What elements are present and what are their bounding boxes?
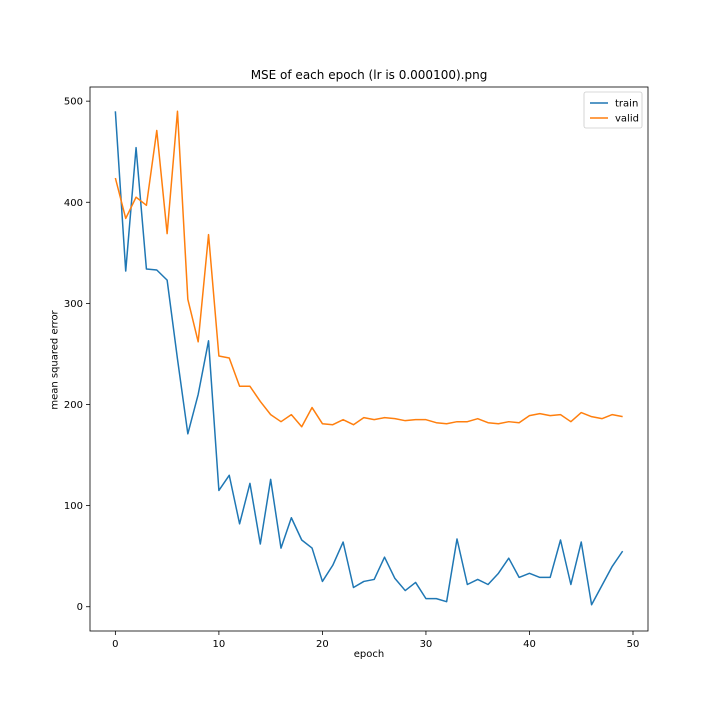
x-tick-label: 40 [523, 639, 536, 650]
x-tick-label: 10 [213, 639, 226, 650]
y-axis-label: mean squared error [49, 310, 61, 410]
legend-label-valid: valid [615, 114, 639, 125]
x-tick-label: 30 [420, 639, 433, 650]
y-tick-label: 100 [64, 501, 83, 512]
y-tick-label: 200 [64, 400, 83, 411]
y-tick-label: 500 [64, 97, 83, 108]
plot-frame [89, 86, 649, 632]
legend-label-train: train [615, 99, 638, 110]
chart-title: MSE of each epoch (lr is 0.000100).png [250, 68, 488, 82]
y-tick-label: 400 [64, 198, 83, 209]
legend-box [583, 91, 643, 129]
x-axis-label: epoch [353, 649, 385, 660]
x-tick-label: 50 [627, 639, 640, 650]
series-line-train [114, 111, 624, 606]
series-line-valid [114, 110, 623, 428]
y-tick-label: 0 [77, 602, 83, 613]
x-tick-label: 0 [112, 639, 118, 650]
y-tick-label: 300 [64, 299, 83, 310]
x-tick-label: 20 [316, 639, 329, 650]
